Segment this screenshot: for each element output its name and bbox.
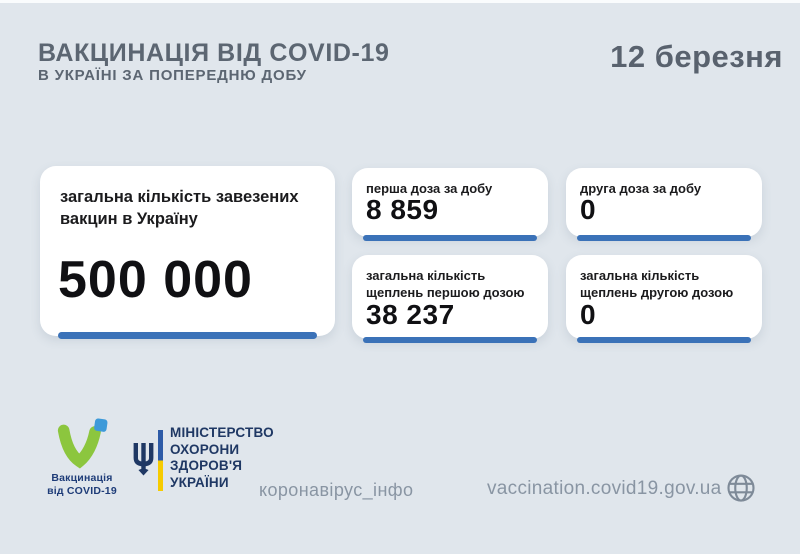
report-date: 12 березня (610, 39, 783, 74)
stat-label: загальна кількість завезених вакцин в Ук… (60, 188, 299, 229)
second-dose-per-day-card: друга доза за добу 0 (566, 168, 762, 241)
ukraine-flag-bar (158, 430, 163, 491)
info-channel-name: коронавірус_інфо (259, 480, 414, 500)
page-title: ВАКЦИНАЦІЯ ВІД COVID-19 (38, 39, 390, 67)
vaccination-logo-label-line1: Вакцинація (51, 472, 113, 484)
vaccination-logo-label-line2: від COVID-19 (47, 485, 117, 498)
ministry-line: ЗДОРОВ'Я (170, 458, 243, 474)
stat-value: 0 (580, 194, 597, 225)
stat-value: 0 (580, 299, 597, 330)
vaccination-campaign-logo: Вакцинація від COVID-19 (42, 416, 122, 498)
total-first-dose-card: загальна кількість щеплень першою дозою … (352, 255, 548, 343)
vaccination-website-link[interactable]: vaccination.covid19.gov.ua (487, 478, 722, 499)
card-accent-bar (363, 235, 537, 241)
stat-label: перша доза за добу (366, 181, 493, 196)
ministry-line: МІНІСТЕРСТВО (170, 425, 274, 440)
page-subtitle: В УКРАЇНІ ЗА ПОПЕРЕДНЮ ДОБУ (38, 67, 307, 84)
globe-icon (726, 473, 756, 508)
stat-label: загальна кількість щеплень першою дозою (366, 268, 525, 300)
check-v-icon (42, 416, 122, 470)
stat-value: 38 237 (366, 299, 455, 330)
stat-value: 500 000 (58, 251, 253, 309)
total-vaccines-delivered-card: загальна кількість завезених вакцин в Ук… (40, 166, 335, 339)
trident-icon (130, 443, 157, 481)
stat-value: 8 859 (366, 194, 439, 225)
card-accent-bar (363, 337, 537, 343)
card-accent-bar (577, 235, 751, 241)
card-accent-bar (577, 337, 751, 343)
stat-label: загальна кількість щеплень другою дозою (580, 268, 734, 300)
total-second-dose-card: загальна кількість щеплень другою дозою … (566, 255, 762, 343)
ministry-line: УКРАЇНИ (170, 474, 229, 490)
ministry-of-health-logo-text: МІНІСТЕРСТВО ОХОРОНИ ЗДОРОВ'Я УКРАЇНИ (170, 425, 274, 491)
ministry-line: ОХОРОНИ (170, 441, 240, 457)
card-accent-bar (58, 332, 317, 339)
stat-label: друга доза за добу (580, 181, 702, 196)
first-dose-per-day-card: перша доза за добу 8 859 (352, 168, 548, 241)
